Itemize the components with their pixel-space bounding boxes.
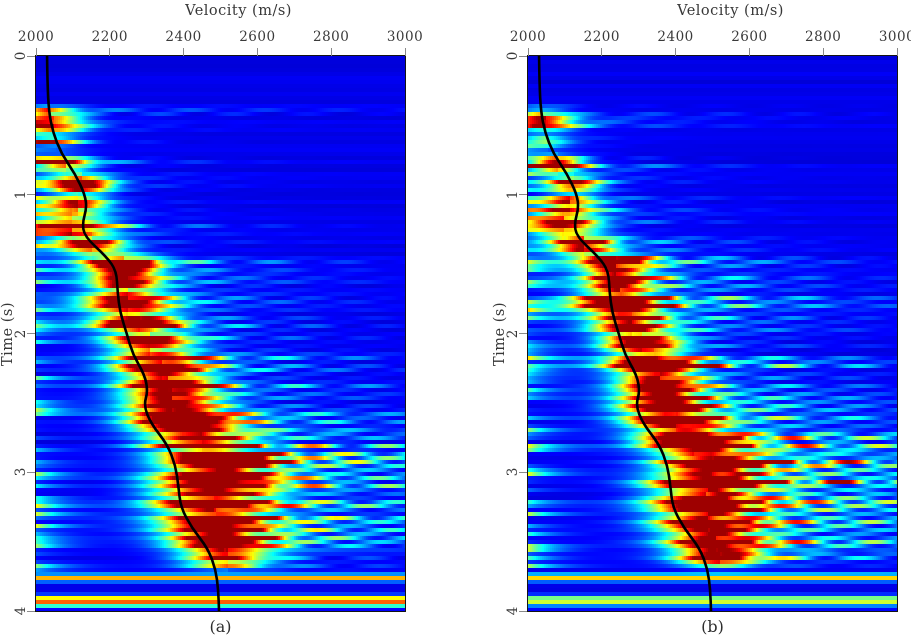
y-tick-label: 2 bbox=[505, 329, 521, 338]
x-tick-label: 2000 bbox=[509, 29, 547, 45]
y-tick-label: 1 bbox=[13, 190, 29, 200]
x-tick bbox=[748, 48, 750, 56]
y-tick-label: 1 bbox=[505, 190, 521, 200]
x-tick-label: 2800 bbox=[805, 29, 842, 45]
y-tick bbox=[27, 471, 35, 473]
x-axis-title-b: Velocity (m/s) bbox=[677, 3, 784, 19]
x-tick bbox=[330, 48, 332, 56]
panel-label-b: (b) bbox=[701, 617, 724, 636]
y-tick bbox=[519, 333, 527, 334]
y-tick-label: 0 bbox=[13, 51, 29, 61]
heatmap-panel-a bbox=[35, 55, 406, 612]
y-tick bbox=[27, 610, 35, 612]
x-tick-label: 2200 bbox=[91, 29, 128, 45]
x-tick bbox=[109, 48, 111, 56]
y-tick bbox=[27, 333, 35, 334]
x-tick bbox=[527, 48, 529, 56]
semblance-heatmap-a bbox=[36, 56, 405, 611]
y-tick bbox=[519, 610, 527, 612]
panel-label-a: (a) bbox=[209, 617, 232, 636]
y-tick bbox=[27, 55, 35, 57]
x-tick-label: 2600 bbox=[731, 29, 768, 45]
x-tick-label: 3000 bbox=[878, 29, 911, 45]
y-tick-label: 3 bbox=[13, 467, 29, 477]
x-tick-label: 2200 bbox=[583, 29, 620, 45]
x-tick-label: 3000 bbox=[386, 29, 424, 45]
y-tick-label: 2 bbox=[13, 329, 29, 338]
semblance-heatmap-b bbox=[528, 56, 897, 611]
y-tick-label: 4 bbox=[505, 606, 521, 616]
x-tick-label: 2400 bbox=[165, 29, 202, 45]
x-tick bbox=[183, 48, 185, 56]
x-tick bbox=[601, 48, 603, 56]
x-tick bbox=[896, 48, 898, 56]
y-tick-label: 0 bbox=[505, 51, 521, 61]
x-tick-label: 2800 bbox=[313, 29, 350, 45]
x-tick bbox=[404, 48, 406, 56]
y-tick bbox=[519, 55, 527, 57]
y-tick bbox=[519, 471, 527, 473]
y-tick bbox=[519, 194, 527, 196]
y-tick-label: 4 bbox=[13, 606, 29, 616]
x-tick-label: 2000 bbox=[17, 29, 55, 45]
x-tick-label: 2400 bbox=[657, 29, 694, 45]
x-axis-title-a: Velocity (m/s) bbox=[185, 3, 292, 19]
x-tick bbox=[256, 48, 258, 56]
heatmap-panel-b bbox=[527, 55, 898, 612]
x-tick bbox=[822, 48, 824, 56]
y-tick-label: 3 bbox=[505, 467, 521, 477]
x-tick-label: 2600 bbox=[239, 29, 276, 45]
x-tick bbox=[35, 48, 37, 56]
y-tick bbox=[27, 194, 35, 196]
x-tick bbox=[675, 48, 677, 56]
